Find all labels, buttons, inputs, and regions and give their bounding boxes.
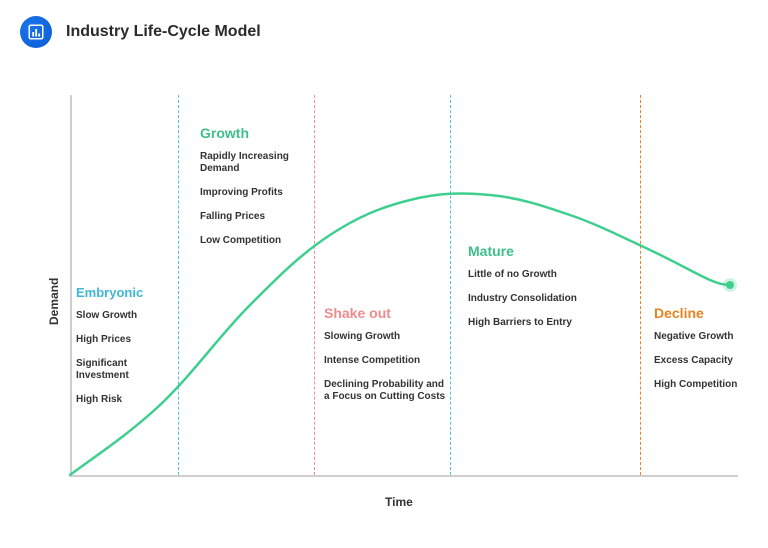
phase-bullets: Slowing Growth Intense Competition Declini… — [324, 331, 449, 403]
phase-label: Embryonic — [76, 285, 176, 300]
x-axis-line — [70, 475, 738, 477]
phase-mature: Mature Little of no Growth Industry Consol… — [468, 243, 618, 341]
phase-bullet: Little of no Growth — [468, 269, 618, 281]
phase-bullets: Little of no Growth Industry Consolidatio… — [468, 269, 618, 329]
phase-bullet: Intense Competition — [324, 355, 449, 367]
header: Industry Life-Cycle Model — [20, 16, 261, 48]
phase-decline: Decline Negative Growth Excess Capacity Hig… — [654, 305, 768, 403]
phase-bullets: Slow Growth High Prices Significant Invest… — [76, 310, 176, 406]
phase-shakeout: Shake out Slowing Growth Intense Competiti… — [324, 305, 449, 415]
phase-bullet: Excess Capacity — [654, 355, 768, 367]
phase-label: Mature — [468, 243, 618, 259]
phase-bullet: Rapidly Increasing Demand — [200, 151, 315, 175]
phase-bullet: Slow Growth — [76, 310, 176, 322]
phase-bullet: Falling Prices — [200, 211, 315, 223]
phase-bullet: High Competition — [654, 379, 768, 391]
phase-bullet: Improving Profits — [200, 187, 315, 199]
phase-bullet: High Risk — [76, 394, 176, 406]
phase-bullet: Slowing Growth — [324, 331, 449, 343]
phase-bullet: Industry Consolidation — [468, 293, 618, 305]
phase-bullets: Negative Growth Excess Capacity High Compe… — [654, 331, 768, 391]
phase-bullet: Low Competition — [200, 235, 315, 247]
y-axis-label: Demand — [47, 278, 61, 325]
page: Industry Life-Cycle Model Demand Embryon… — [0, 0, 768, 548]
phase-label: Growth — [200, 125, 315, 141]
phase-bullet: Declining Probability and a Focus on Cut… — [324, 379, 449, 403]
phase-label: Decline — [654, 305, 768, 321]
phase-bullets: Rapidly Increasing Demand Improving Profi… — [200, 151, 315, 247]
x-axis-label: Time — [385, 495, 413, 509]
phase-bullet: High Prices — [76, 334, 176, 346]
chart-area: Demand Embryonic Slow Growth High Prices Si… — [35, 95, 738, 495]
curve-end-dot — [726, 281, 734, 289]
phase-bullet: Significant Investment — [76, 358, 176, 382]
phase-embryonic: Embryonic Slow Growth High Prices Significa… — [76, 285, 176, 418]
logo-badge — [20, 16, 52, 48]
page-title: Industry Life-Cycle Model — [66, 23, 261, 41]
phase-bullet: Negative Growth — [654, 331, 768, 343]
plot: Embryonic Slow Growth High Prices Significa… — [70, 95, 738, 475]
phase-label: Shake out — [324, 305, 449, 321]
phase-growth: Growth Rapidly Increasing Demand Improving… — [200, 125, 315, 259]
bar-chart-icon — [27, 23, 45, 41]
phase-bullet: High Barriers to Entry — [468, 317, 618, 329]
